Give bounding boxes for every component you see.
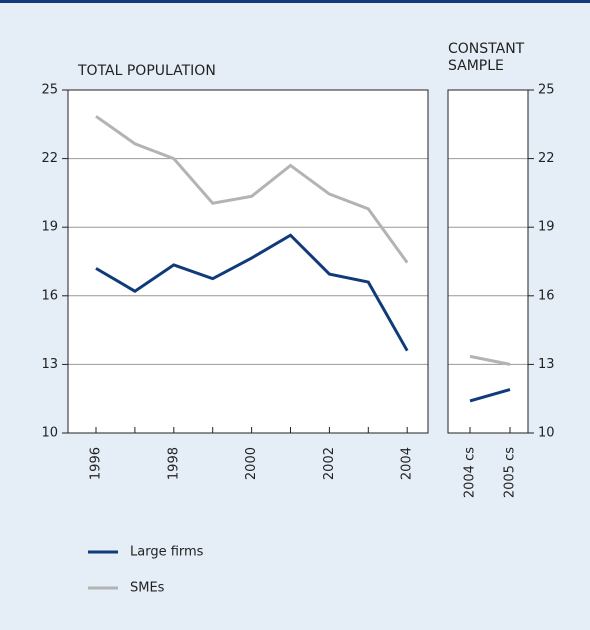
x-tick-label: 2002: [322, 447, 337, 480]
x-tick-label: 2004 cs: [463, 447, 478, 498]
y-tick-label: 22: [538, 151, 555, 166]
series-line: [469, 388, 511, 403]
x-tick-label: 1998: [166, 447, 181, 480]
series-line: [469, 354, 511, 366]
y-tick-label: 10: [538, 426, 555, 441]
plot-frame: [67, 89, 429, 434]
panel-title: TOTAL POPULATION: [78, 63, 216, 79]
y-tick-label: 19: [538, 220, 555, 235]
legend-label: SMEs: [130, 581, 165, 596]
plot-area: [448, 90, 528, 433]
y-tick-label: 25: [41, 83, 58, 98]
y-tick-label: 13: [538, 357, 555, 372]
legend-label: Large firms: [130, 545, 204, 560]
panel-title: CONSTANT SAMPLE: [448, 41, 525, 74]
y-tick-label: 16: [538, 288, 555, 303]
y-tick-label: 25: [538, 83, 555, 98]
x-tick-label: 1996: [89, 447, 104, 480]
y-tick-label: 22: [41, 151, 58, 166]
y-tick-label: 16: [41, 288, 58, 303]
top-rule: [0, 0, 590, 3]
series-line: [95, 233, 409, 352]
y-tick-label: 19: [41, 220, 58, 235]
x-tick-label: 2000: [244, 447, 259, 480]
series-line: [95, 115, 409, 264]
y-tick-label: 10: [41, 426, 58, 441]
x-tick-label: 2004: [400, 447, 415, 480]
y-tick-label: 13: [41, 357, 58, 372]
plot-frame: [447, 89, 529, 434]
x-tick-label: 2005 cs: [503, 447, 518, 498]
